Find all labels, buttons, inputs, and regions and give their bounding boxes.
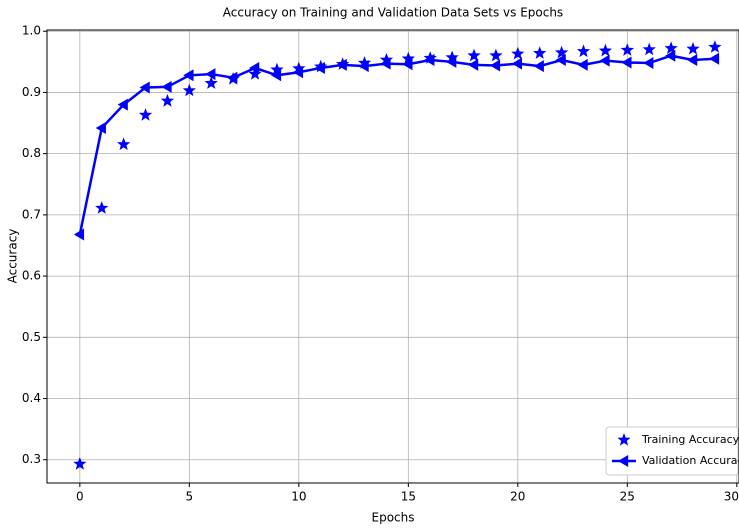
series-line bbox=[78, 54, 715, 235]
star-marker bbox=[576, 44, 591, 58]
x-tick-label: 15 bbox=[401, 490, 416, 504]
y-tick-label: 0.9 bbox=[22, 85, 41, 99]
x-tick-label: 5 bbox=[186, 490, 194, 504]
triangle-marker bbox=[577, 58, 588, 71]
triangle-marker bbox=[161, 80, 172, 93]
star-marker bbox=[357, 56, 372, 69]
y-tick-label: 0.6 bbox=[22, 269, 41, 283]
x-tick-label: 0 bbox=[76, 490, 84, 504]
triangle-marker bbox=[618, 455, 629, 467]
x-tick-label: 20 bbox=[510, 490, 525, 504]
star-marker bbox=[138, 108, 153, 121]
chart-title: Accuracy on Training and Validation Data… bbox=[223, 6, 563, 20]
triangle-marker bbox=[380, 57, 391, 70]
star-marker bbox=[467, 48, 481, 62]
triangle-marker bbox=[73, 228, 85, 241]
x-tick-label: 25 bbox=[620, 490, 635, 504]
star-marker bbox=[642, 42, 656, 56]
star-marker bbox=[95, 201, 109, 214]
star-marker bbox=[379, 53, 394, 66]
star-marker bbox=[555, 45, 569, 59]
star-marker bbox=[686, 42, 700, 55]
star-marker bbox=[182, 83, 196, 97]
y-tick-label: 0.5 bbox=[22, 330, 41, 344]
triangle-marker bbox=[643, 57, 654, 70]
triangle-marker bbox=[402, 58, 413, 71]
star-marker bbox=[292, 61, 306, 75]
triangle-marker bbox=[183, 69, 194, 82]
triangle-marker bbox=[205, 68, 216, 81]
triangle-marker bbox=[511, 57, 523, 70]
legend-label: Validation Accuracy bbox=[642, 454, 739, 467]
triangle-marker bbox=[621, 56, 632, 69]
star-marker bbox=[598, 43, 613, 57]
triangle-marker bbox=[227, 71, 238, 84]
legend-label: Training Accuracy bbox=[641, 433, 739, 446]
y-tick-label: 0.7 bbox=[22, 207, 41, 221]
triangle-marker bbox=[687, 53, 698, 66]
y-tick-label: 0.3 bbox=[22, 452, 41, 466]
star-marker bbox=[270, 62, 284, 76]
y-axis-label: Accuracy bbox=[6, 229, 20, 284]
x-tick-label: 10 bbox=[291, 490, 306, 504]
legend-box bbox=[605, 426, 739, 476]
x-tick-label: 30 bbox=[724, 490, 739, 504]
triangle-marker bbox=[314, 61, 325, 74]
triangle-marker bbox=[533, 60, 544, 73]
star-marker bbox=[117, 137, 131, 151]
triangle-marker bbox=[489, 59, 501, 72]
triangle-marker bbox=[446, 55, 457, 68]
triangle-marker bbox=[599, 54, 610, 67]
y-tick-label: 1.0 bbox=[22, 24, 41, 38]
triangle-marker bbox=[336, 58, 347, 71]
triangle-marker bbox=[292, 66, 304, 79]
star-marker bbox=[445, 50, 459, 64]
triangle-marker bbox=[358, 60, 369, 73]
triangle-marker bbox=[708, 52, 720, 65]
triangle-marker bbox=[249, 61, 260, 74]
star-marker bbox=[533, 46, 547, 59]
star-marker bbox=[617, 433, 631, 446]
star-marker bbox=[73, 457, 87, 470]
triangle-marker bbox=[117, 98, 128, 111]
triangle-marker bbox=[139, 81, 150, 94]
triangle-marker bbox=[424, 53, 435, 66]
triangle-marker bbox=[270, 69, 282, 82]
star-marker bbox=[489, 48, 503, 62]
star-marker bbox=[160, 94, 175, 107]
triangle-marker bbox=[665, 49, 676, 62]
star-marker bbox=[248, 67, 262, 80]
plot-frame bbox=[46, 29, 739, 484]
star-marker bbox=[511, 46, 525, 60]
star-marker bbox=[401, 51, 415, 65]
star-marker bbox=[204, 76, 218, 89]
x-axis-label: Epochs bbox=[372, 511, 415, 525]
star-marker bbox=[664, 41, 678, 54]
star-marker bbox=[620, 43, 634, 56]
star-marker bbox=[708, 40, 722, 53]
triangle-marker bbox=[468, 58, 479, 71]
y-tick-label: 0.4 bbox=[22, 391, 41, 405]
triangle-marker bbox=[555, 53, 566, 66]
y-tick-label: 0.8 bbox=[22, 146, 41, 160]
triangle-marker bbox=[95, 121, 106, 134]
